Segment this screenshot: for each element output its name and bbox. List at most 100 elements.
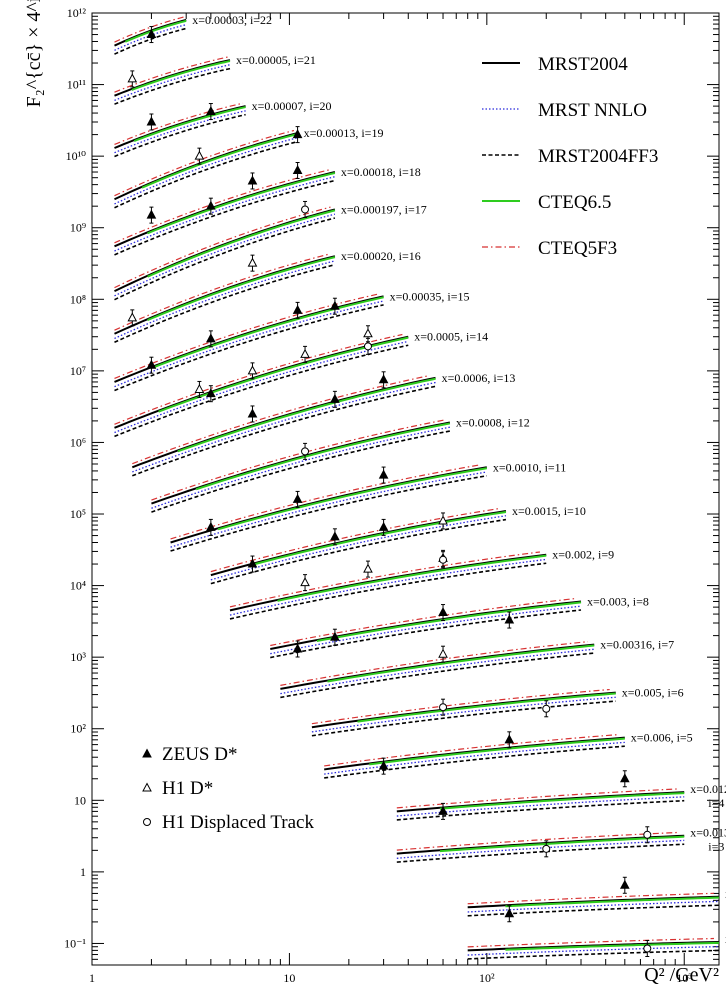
curve-mrst-nnlo [270, 605, 582, 655]
curve-cteq5f3 [396, 788, 679, 809]
curve-mrst2004ff3 [151, 430, 451, 513]
bin-label: x=0.0006, i=13 [442, 371, 516, 385]
curve-mrst2004ff3 [324, 745, 625, 779]
y-tick-label: 10² [70, 722, 86, 736]
curve-cteq5f3 [114, 206, 331, 289]
zeus-dstar-marker [247, 558, 258, 568]
zeus-dstar-marker [292, 304, 303, 314]
curve-mrst-nnlo [114, 260, 336, 340]
zeus-dstar-marker [247, 408, 258, 418]
curve-mrst2004ff3 [114, 304, 384, 392]
h1-displaced-track-marker [643, 944, 652, 953]
curve-cteq6-5 [277, 554, 547, 602]
bin-label: x=0.013, [690, 826, 726, 840]
curve-mrst-nnlo [114, 137, 298, 205]
y-tick-label: 10⁷ [70, 364, 86, 378]
curve-cteq5f3 [114, 129, 295, 197]
y-tick-label: 10¹⁰ [66, 149, 87, 163]
zeus-dstar-marker [330, 393, 340, 403]
curve-mrst2004ff3 [114, 344, 409, 438]
curve-cteq5f3 [132, 374, 430, 465]
zeus-dstar-marker [438, 606, 448, 617]
curve-mrst2004 [114, 295, 384, 383]
curve-mrst2004ff3 [114, 140, 298, 209]
bin-label: x=0.012, [690, 782, 726, 796]
curve-mrst-nnlo [210, 515, 507, 581]
y-tick-label: 10 [74, 793, 86, 807]
zeus-dstar-marker [504, 734, 515, 744]
curve-cteq6-5 [141, 133, 298, 189]
zeus-dstar-marker [292, 643, 303, 653]
zeus-dstar-marker [378, 469, 389, 479]
curve-mrst-nnlo [151, 426, 451, 509]
bin-label: x=0.00007, i=20 [252, 99, 332, 113]
curve-cteq6-5 [254, 511, 507, 565]
curve-mrst2004ff3 [280, 652, 595, 699]
curve-mrst2004ff3 [467, 904, 720, 917]
curve-mrst2004ff3 [467, 949, 720, 960]
zeus-dstar-marker [292, 129, 303, 139]
curve-cteq6-5 [357, 692, 616, 723]
curve-cteq6-5 [217, 467, 487, 531]
bin-label: x=0.000197, i=17 [341, 202, 427, 216]
bin-label: x=0.003, i=8 [587, 594, 649, 608]
curve-cteq5f3 [280, 641, 589, 686]
curve-cteq6-5 [505, 896, 720, 908]
curve-cteq5f3 [170, 464, 481, 540]
zeus-dstar-marker [330, 531, 340, 541]
curve-mrst2004ff3 [396, 799, 685, 821]
curve-mrst-nnlo [229, 558, 547, 616]
curve-mrst-nnlo [280, 648, 595, 695]
data-points [127, 26, 652, 958]
curve-cteq6-5 [327, 644, 595, 683]
legend-label: H1 D* [162, 778, 213, 799]
curve-cteq5f3 [467, 937, 714, 948]
bin-label: x=0.0005, i=14 [414, 330, 488, 344]
bin-label: x=0.002, i=9 [552, 548, 614, 562]
curve-cteq5f3 [114, 168, 331, 244]
curve-mrst-nnlo [396, 796, 685, 817]
curve-mrst2004ff3 [114, 263, 336, 344]
curve-cteq5f3 [114, 16, 185, 43]
curve-cteq6-5 [316, 601, 582, 642]
bin-label: x=0.005, i=6 [622, 686, 684, 700]
zeus-dstar-marker [206, 521, 216, 531]
y-tick-label: 10⁻¹ [64, 936, 86, 950]
h1-dstar-marker [363, 328, 373, 338]
y-tick-label: 10⁹ [70, 221, 86, 235]
y-tick-label: 10⁴ [70, 579, 86, 593]
curve-mrst2004ff3 [114, 217, 336, 301]
h1-dstar-marker [300, 348, 310, 358]
zeus-dstar-marker [330, 631, 340, 641]
curve-mrst2004ff3 [210, 518, 507, 585]
curve-mrst2004ff3 [114, 67, 231, 105]
curve-mrst2004 [114, 335, 409, 429]
curve-mrst-nnlo [114, 110, 246, 154]
curve-cteq5f3 [311, 688, 610, 725]
h1-displaced-track-marker [363, 342, 372, 351]
y-axis-ticks: 10⁻¹ 1 10 10² 10³ 10⁴ 10⁵ 10⁶ 10⁷ 10⁸ 10⁹ 10¹⁰ 10¹¹ 1… [64, 6, 719, 966]
h1-displaced-track-marker [439, 703, 448, 712]
curve-cteq5f3 [151, 419, 445, 501]
curve-cteq5f3 [114, 333, 403, 425]
bin-label: x=0.00005, i=21 [236, 53, 316, 67]
zeus-dstar-marker [619, 773, 630, 783]
x-tick-label: 1 [89, 971, 95, 985]
curve-cteq5f3 [114, 56, 228, 93]
curve-mrst2004ff3 [114, 27, 187, 55]
bin-labels: x=0.00003, i=22 x=0.00005, i=21 x=0.00007,… [192, 13, 726, 946]
curve-cteq6-5 [124, 19, 187, 43]
zeus-dstar-marker [146, 359, 157, 369]
h1-displaced-track-marker [542, 844, 551, 853]
zeus-dstar-marker [619, 879, 630, 889]
curve-mrst2004ff3 [132, 385, 436, 477]
bin-label: x=0.0008, i=12 [456, 415, 530, 429]
curve-cteq6-5 [154, 296, 384, 368]
legend-label: H1 Displaced Track [162, 812, 314, 833]
h1-dstar-marker [438, 648, 448, 658]
y-tick-label: 10³ [70, 650, 86, 664]
zeus-dstar-marker [142, 748, 152, 758]
curve-cteq6-5 [439, 835, 685, 853]
bin-label: i=4 [708, 796, 724, 810]
